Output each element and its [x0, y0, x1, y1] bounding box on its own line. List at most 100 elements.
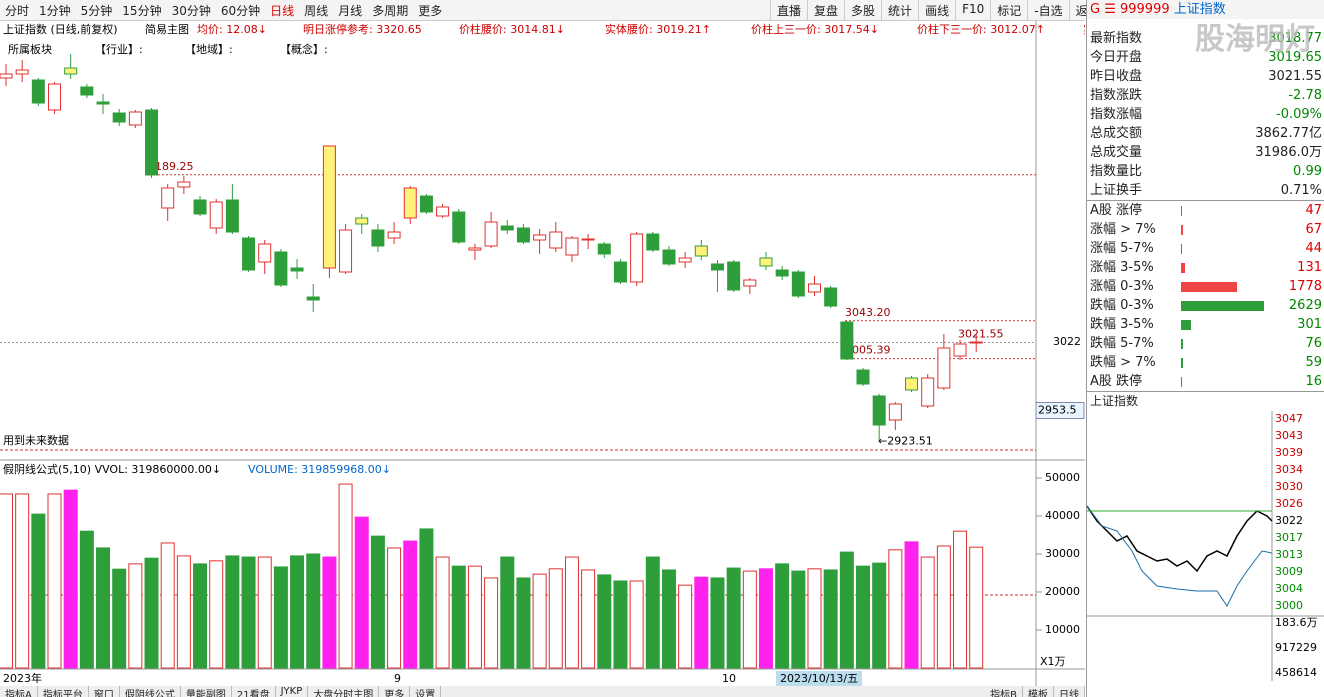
- tool-button[interactable]: 画线: [918, 0, 955, 21]
- tab[interactable]: 更多: [379, 686, 411, 697]
- tab[interactable]: 量能副图: [181, 686, 232, 697]
- tab[interactable]: 日线: [1054, 686, 1085, 697]
- candle-body: [905, 377, 919, 391]
- header-item: 明日涨停参考: 3320.65: [303, 22, 422, 36]
- candle-body: [193, 199, 207, 215]
- candle-body: [921, 377, 935, 407]
- volume-bar: [888, 549, 903, 669]
- sector-label: 【行业】:: [95, 43, 143, 56]
- volume-bar: [370, 535, 385, 669]
- stat-value: -0.09%: [1276, 107, 1322, 122]
- tab[interactable]: 设置: [410, 686, 442, 697]
- mini-tick: 3009: [1275, 565, 1303, 578]
- volume-bar: [661, 569, 676, 669]
- period-tab[interactable]: 5分钟: [80, 4, 113, 18]
- stat-value: 3018.77: [1268, 31, 1322, 46]
- breadth-label: 跌幅 5-7%: [1090, 336, 1154, 351]
- volume-bar: [597, 574, 612, 669]
- period-tab[interactable]: 多周期: [372, 4, 409, 18]
- volume-bar: [435, 556, 450, 669]
- volume-bar: [403, 540, 418, 669]
- candle-body: [322, 145, 336, 269]
- candle-body: [743, 279, 757, 287]
- tab[interactable]: 指标B: [985, 686, 1023, 697]
- volume-bar: [564, 556, 579, 669]
- stat-value: 31986.0万: [1255, 145, 1322, 160]
- stat-row: 总成交量 31986.0万: [1087, 143, 1324, 162]
- tool-button[interactable]: 直播: [770, 0, 807, 21]
- candle-body: [145, 109, 159, 176]
- mini-tick: 3022: [1275, 514, 1303, 527]
- candle-body: [969, 341, 983, 344]
- y-tick-label: 40000: [1045, 509, 1080, 522]
- tab[interactable]: 21看盘: [232, 686, 276, 697]
- period-tab[interactable]: 分时: [5, 4, 30, 18]
- candle-body: [242, 237, 256, 271]
- candle-body: [888, 403, 902, 421]
- breadth-row: 涨幅 5-7% 44: [1087, 239, 1324, 258]
- breadth-bar: [1181, 206, 1183, 216]
- candle-body: [484, 221, 498, 247]
- volume-bar: [823, 569, 838, 669]
- tool-button[interactable]: 标记: [990, 0, 1027, 21]
- stat-label: 指数量比: [1090, 164, 1143, 179]
- annotation-label: 3189.25: [148, 160, 194, 173]
- y-tick-label: 10000: [1045, 623, 1080, 636]
- tool-button[interactable]: 复盘: [807, 0, 844, 21]
- candle-body: [306, 296, 320, 301]
- stat-label: 最新指数: [1090, 31, 1143, 46]
- tool-button[interactable]: -自选: [1027, 0, 1068, 21]
- breadth-label: A股 跌停: [1090, 374, 1143, 389]
- breadth-label: A股 涨停: [1090, 203, 1143, 218]
- volume-bar: [0, 493, 13, 669]
- volume-bar: [96, 547, 111, 669]
- period-tab[interactable]: 日线: [270, 4, 295, 18]
- volume-bar: [419, 528, 434, 669]
- candle-body: [419, 195, 433, 213]
- candle-body: [161, 187, 175, 209]
- breadth-value: 76: [1305, 336, 1322, 351]
- mini-vol-tick: 183.6万: [1275, 616, 1318, 629]
- candle-body: [290, 267, 304, 272]
- y-tick-label: 20000: [1045, 585, 1080, 598]
- period-tab[interactable]: 15分钟: [122, 4, 162, 18]
- volume-bar: [338, 483, 353, 669]
- tab[interactable]: 大盘分时主图: [308, 686, 380, 697]
- period-tab[interactable]: 60分钟: [220, 4, 261, 18]
- tab[interactable]: 假阴线公式: [120, 686, 181, 697]
- period-tab[interactable]: 更多: [418, 4, 443, 18]
- volume-bar: [872, 562, 887, 669]
- breadth-label: 涨幅 3-5%: [1090, 260, 1154, 275]
- stat-label: 总成交额: [1090, 126, 1143, 141]
- volume-bar: [791, 570, 806, 669]
- volume-bar: [581, 569, 596, 669]
- tab[interactable]: 指标A: [0, 686, 38, 697]
- chart: 上证指数 (日线,前复权) 简易主图 用到未来数据 假阴线公式(5,10) VV…: [0, 21, 1085, 686]
- period-tab[interactable]: 30分钟: [171, 4, 211, 18]
- period-tab[interactable]: 月线: [338, 4, 363, 18]
- date-highlight: [776, 671, 862, 686]
- period-tab[interactable]: 1分钟: [39, 4, 71, 18]
- candle-body: [48, 83, 62, 111]
- vol-series: VOLUME: 319859968.00↓: [248, 463, 391, 476]
- breadth-row: A股 涨停 47: [1087, 201, 1324, 220]
- candle-body: [64, 67, 78, 75]
- tab[interactable]: 指标平台: [38, 686, 89, 697]
- candle-body: [31, 79, 45, 104]
- candle-body: [339, 229, 353, 273]
- breadth-row: A股 跌停 16: [1087, 372, 1324, 391]
- tab[interactable]: 模板: [1023, 686, 1054, 697]
- period-tab[interactable]: 周线: [304, 4, 329, 18]
- tab[interactable]: 窗口: [89, 686, 120, 697]
- candle-body: [355, 217, 369, 225]
- breadth-value: 59: [1305, 355, 1322, 370]
- mini-tick: 3047: [1275, 412, 1303, 425]
- volume-bar: [451, 565, 466, 669]
- tool-button[interactable]: 多股: [844, 0, 881, 21]
- tool-button[interactable]: F10: [955, 0, 990, 21]
- tab[interactable]: JYKP: [276, 686, 309, 697]
- stat-value: 3021.55: [1268, 69, 1322, 84]
- candle-body: [274, 251, 288, 286]
- mini-vol-tick: 917229: [1275, 641, 1317, 654]
- tool-button[interactable]: 统计: [881, 0, 918, 21]
